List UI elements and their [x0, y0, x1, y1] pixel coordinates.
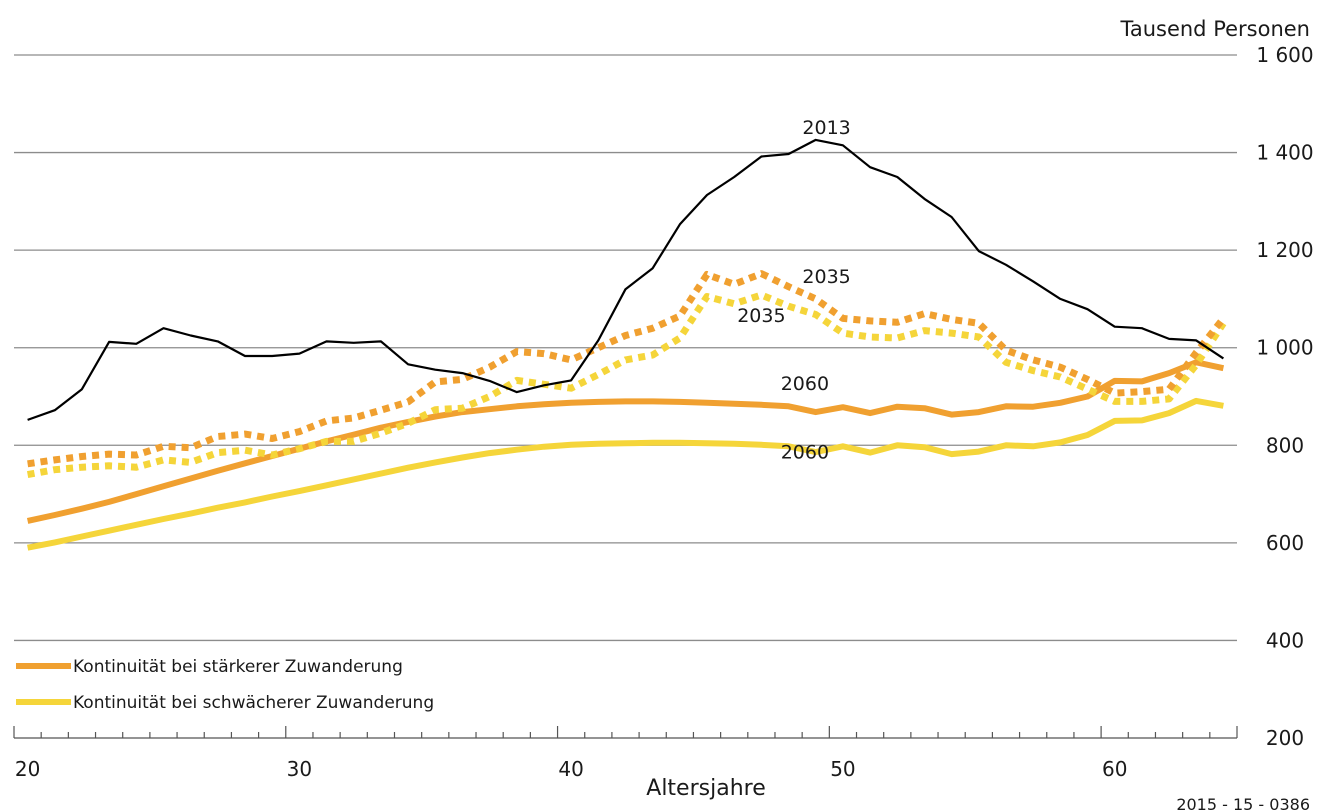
legend-label: Kontinuität bei stärkerer Zuwanderung: [73, 657, 403, 677]
y-axis-label: Tausend Personen: [1119, 17, 1310, 41]
x-axis: 20 30 40 50 60: [13, 726, 1238, 781]
series-lines: [26, 138, 1227, 551]
x-tick-label: 40: [558, 757, 583, 781]
gridlines: [14, 54, 1237, 642]
legend-label: Kontinuität bei schwächerer Zuwanderung: [73, 693, 434, 713]
annotation-label: 2035: [802, 266, 850, 288]
legend: Kontinuität bei stärkerer Zuwanderung Kon…: [16, 657, 434, 713]
x-axis-label: Altersjahre: [646, 776, 765, 801]
y-tick-label: 1 600: [1256, 43, 1313, 67]
x-tick-label: 30: [287, 757, 312, 781]
x-tick-label: 20: [15, 757, 40, 781]
annotation-label: 2013: [802, 117, 850, 139]
series-line-2035-1: [27, 270, 1227, 468]
series-line-2060-3: [26, 359, 1225, 524]
y-axis-tick-labels: 200 400 600 800 1 000 1 200 1 400 1 600: [1256, 43, 1313, 750]
annotation-label: 2060: [781, 373, 829, 395]
y-tick-label: 800: [1266, 433, 1304, 457]
x-tick-label: 50: [830, 757, 855, 781]
series-line-2013-0: [27, 138, 1225, 421]
annotation-label: 2060: [781, 441, 829, 463]
annotation-label: 2035: [737, 305, 785, 327]
x-tick-label: 60: [1102, 757, 1127, 781]
y-tick-label: 1 000: [1256, 336, 1313, 360]
source-code: 2015 - 15 - 0386: [1176, 795, 1310, 812]
series-line-2060-4: [27, 397, 1224, 551]
y-tick-label: 200: [1266, 726, 1304, 750]
y-tick-label: 1 400: [1256, 141, 1313, 165]
y-tick-label: 1 200: [1256, 238, 1313, 262]
series-line-2035-2: [26, 291, 1227, 479]
y-tick-label: 400: [1266, 628, 1304, 652]
y-tick-label: 600: [1266, 531, 1304, 555]
series-annotations: 2013 2035 2035 2060 2060: [737, 117, 851, 463]
